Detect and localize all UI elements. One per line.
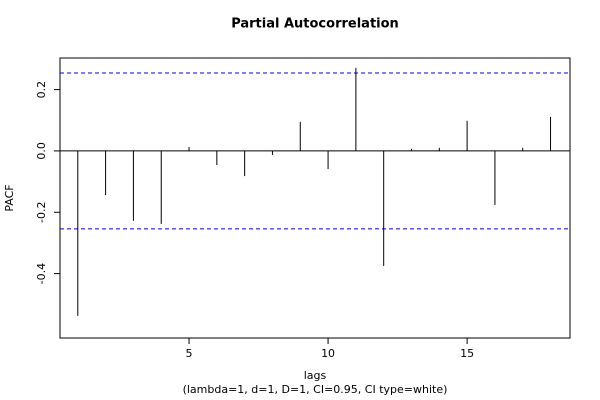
plot-frame [59,57,571,339]
x-tick-label: 10 [321,347,335,360]
y-tick-label: -0.4 [35,263,48,284]
chart-title: Partial Autocorrelation [231,17,399,32]
y-tick-label: -0.2 [35,202,48,223]
x-tick-label: 5 [186,347,193,360]
subtitle: (lambda=1, d=1, D=1, CI=0.95, CI type=wh… [183,383,448,396]
y-axis-label: PACF [3,184,16,211]
y-tick-label: 0.2 [35,81,48,99]
y-tick-label: 0.0 [35,142,48,160]
x-axis-label: lags [304,369,327,382]
x-tick-label: 15 [460,347,474,360]
